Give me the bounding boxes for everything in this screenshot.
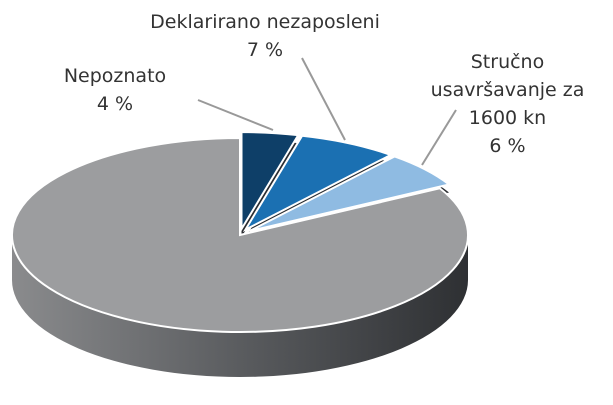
slice	[248, 155, 452, 233]
slice	[242, 134, 394, 233]
slice-side	[12, 235, 468, 377]
leader-line	[197, 99, 274, 131]
category-label: Nepoznato	[63, 65, 167, 87]
slice	[240, 131, 300, 233]
slice	[11, 136, 469, 333]
category-label: Deklarirano nezaposleni	[150, 11, 380, 33]
value-label: 4 %	[96, 93, 134, 115]
category-label: Stručno usavršavanje za 1600 kn	[430, 51, 585, 129]
slice-label: Nepoznato 4 %	[10, 62, 220, 118]
slice-label: Stručno usavršavanje za 1600 kn 6 %	[405, 48, 610, 160]
leader-line	[421, 109, 457, 166]
leader-line	[301, 57, 346, 141]
slice-label: Deklarirano nezaposleni 7 %	[120, 8, 410, 64]
value-label: 6 %	[489, 135, 526, 157]
value-label: 7 %	[246, 39, 284, 61]
